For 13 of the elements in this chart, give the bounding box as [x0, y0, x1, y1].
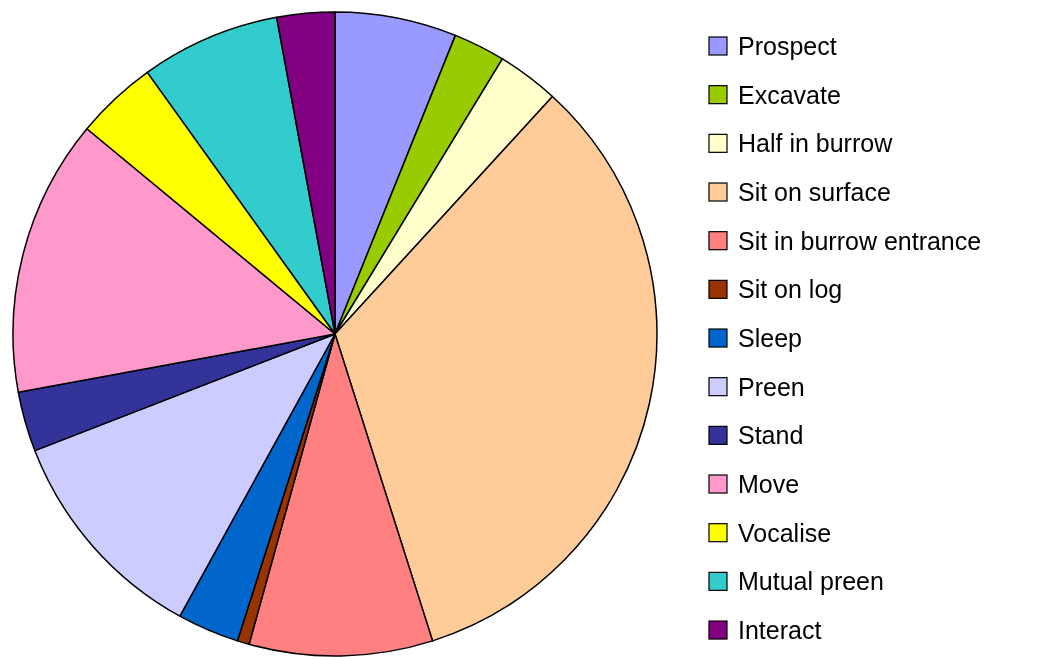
legend-label: Excavate — [738, 80, 841, 109]
legend-label: Vocalise — [738, 518, 832, 547]
legend-label: Stand — [738, 421, 804, 450]
legend-label: Preen — [738, 372, 805, 401]
legend-label: Sleep — [738, 324, 802, 353]
legend-label: Move — [738, 470, 800, 499]
legend-label: Mutual preen — [738, 567, 884, 596]
legend-label: Interact — [738, 616, 822, 645]
legend-label: Sit on log — [738, 275, 843, 304]
legend-label: Half in burrow — [738, 129, 894, 158]
legend-label: Sit in burrow entrance — [738, 226, 982, 255]
legend-label: Prospect — [738, 32, 837, 60]
legend-label: Sit on surface — [738, 178, 891, 207]
